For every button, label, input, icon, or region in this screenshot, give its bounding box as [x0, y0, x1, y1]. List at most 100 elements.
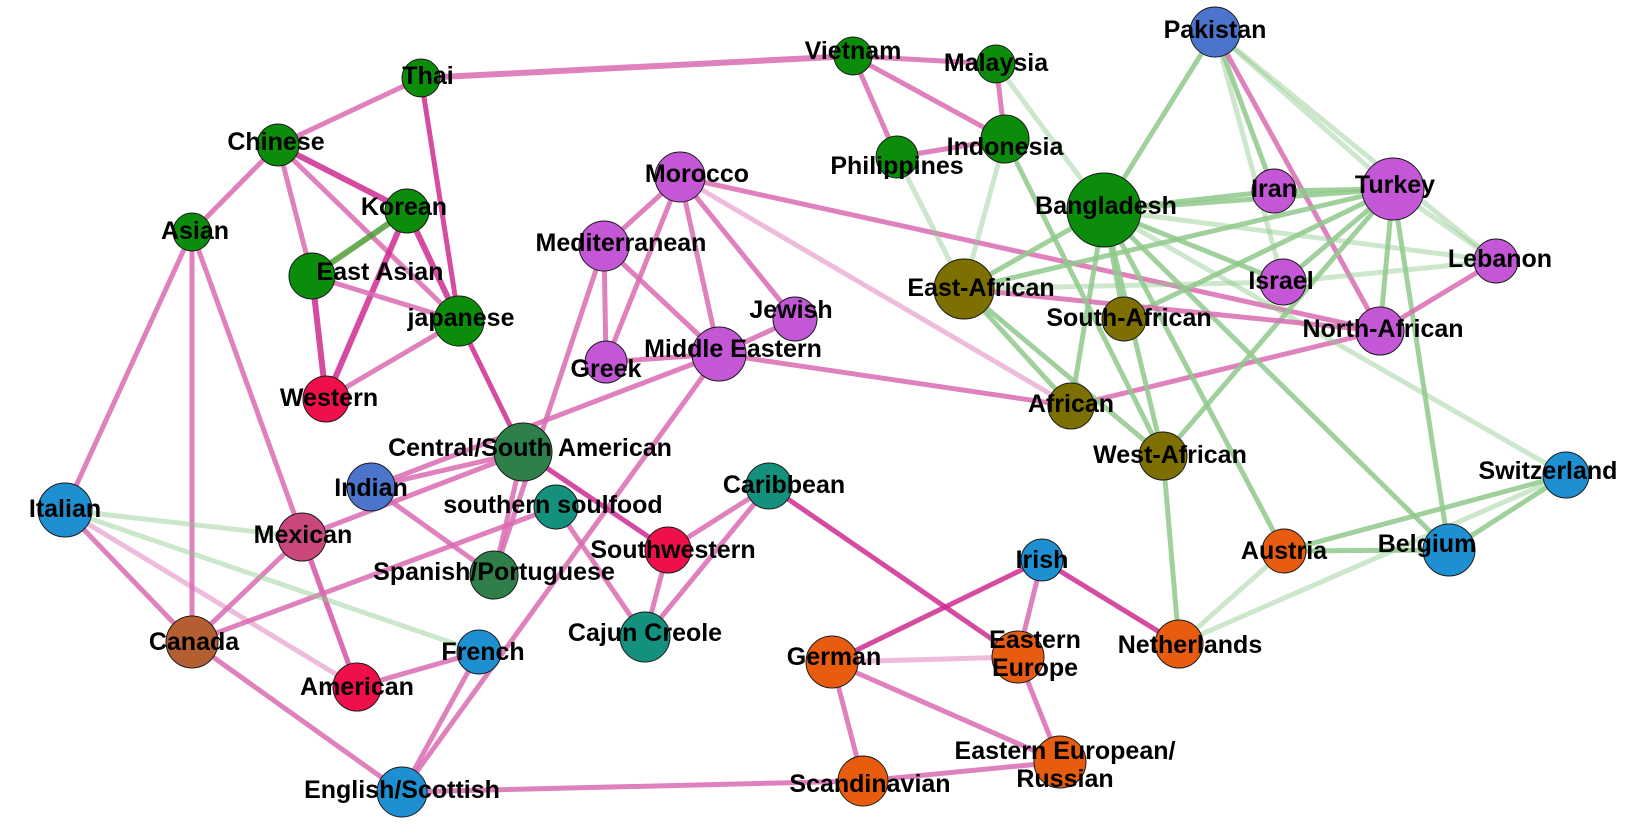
- node-english-scottish[interactable]: [376, 766, 428, 818]
- label-thai: Thai: [402, 62, 453, 90]
- node-austria[interactable]: [1261, 528, 1307, 574]
- label-mexican: Mexican: [254, 521, 353, 549]
- node-jewish[interactable]: [772, 296, 818, 342]
- node-lebanon[interactable]: [1473, 238, 1519, 284]
- label-eastern-europe: Eastern Europe: [989, 626, 1081, 682]
- node-german[interactable]: [805, 635, 859, 689]
- node-philippines[interactable]: [875, 135, 919, 179]
- node-spanish-portuguese[interactable]: [469, 550, 519, 600]
- edge-bangladesh-turkey: [1101, 186, 1396, 213]
- node-pakistan[interactable]: [1189, 6, 1241, 58]
- edge-southern_soulfood-canada: [189, 504, 559, 645]
- node-south-african[interactable]: [1101, 296, 1147, 342]
- label-cajun-creole: Cajun Creole: [568, 619, 722, 647]
- edge-caribbean-eastern_europe: [766, 483, 1021, 660]
- node-scandinavian[interactable]: [837, 755, 889, 807]
- node-netherlands[interactable]: [1154, 619, 1204, 669]
- node-japanese[interactable]: [433, 295, 485, 347]
- node-central-south-american[interactable]: [493, 422, 553, 482]
- label-morocco: Morocco: [645, 160, 749, 188]
- node-african[interactable]: [1047, 382, 1095, 430]
- node-morocco[interactable]: [654, 151, 706, 203]
- node-greek[interactable]: [584, 340, 628, 384]
- node-iran[interactable]: [1251, 168, 1297, 214]
- node-western[interactable]: [302, 375, 350, 423]
- edge-irish-german: [829, 557, 1045, 665]
- label-eastern-european-russian: Eastern European/Russian: [955, 737, 1176, 793]
- label-asian: Asian: [161, 217, 229, 245]
- label-western: Western: [280, 384, 378, 412]
- edge-vietnam-malaysia: [850, 53, 999, 67]
- edge-pakistan-lebanon: [1212, 29, 1499, 264]
- label-japanese: japanese: [406, 304, 514, 332]
- edge-canada-english_scottish: [189, 639, 405, 795]
- node-caribbean[interactable]: [745, 462, 793, 510]
- node-north-african[interactable]: [1355, 306, 1405, 356]
- node-mexican[interactable]: [277, 512, 327, 562]
- edge-east_african-israel: [961, 279, 1286, 292]
- label-iran: Iran: [1251, 175, 1297, 203]
- node-east-african[interactable]: [933, 258, 995, 320]
- label-greek: Greek: [571, 355, 642, 383]
- label-netherlands: Netherlands: [1118, 631, 1262, 659]
- node-canada[interactable]: [165, 615, 219, 669]
- edge-pakistan-israel: [1212, 29, 1286, 285]
- label-french: French: [441, 638, 524, 666]
- node-american[interactable]: [332, 662, 382, 712]
- edge-turkey-east_african: [961, 186, 1396, 292]
- node-southern-soulfood[interactable]: [533, 484, 579, 530]
- node-middle-eastern[interactable]: [691, 326, 747, 382]
- edge-indonesia-west_african: [1002, 136, 1166, 459]
- edge-bangladesh-austria: [1101, 207, 1287, 554]
- edge-english_scottish-scandinavian: [399, 778, 866, 795]
- nodes-layer: [37, 6, 1590, 818]
- node-french[interactable]: [456, 629, 502, 675]
- label-italian: Italian: [29, 495, 101, 523]
- node-eastern-europe[interactable]: [991, 630, 1045, 684]
- edge-mexican-american: [299, 534, 360, 690]
- node-indian[interactable]: [346, 462, 396, 512]
- edge-caribbean-cajun_creole: [642, 483, 772, 640]
- edge-scandinavian-eastern_european_russian: [860, 759, 1063, 784]
- node-east-asian[interactable]: [288, 252, 336, 300]
- node-vietnam[interactable]: [833, 36, 873, 76]
- node-cajun-creole[interactable]: [619, 611, 671, 663]
- node-southwestern[interactable]: [644, 526, 692, 574]
- node-chinese[interactable]: [256, 123, 300, 167]
- node-malaysia[interactable]: [976, 44, 1016, 84]
- edge-bangladesh-belgium: [1101, 207, 1452, 553]
- edge-indian-spanish_portuguese: [368, 484, 497, 578]
- label-english-scottish: English/Scottish: [304, 776, 500, 804]
- label-switzerland: Switzerland: [1479, 457, 1618, 485]
- edge-morocco-african: [677, 174, 1074, 409]
- node-mediterranean[interactable]: [578, 220, 630, 272]
- node-belgium[interactable]: [1422, 523, 1476, 577]
- edge-pakistan-iran: [1212, 29, 1277, 194]
- edge-german-eastern_european_russian: [829, 659, 1063, 765]
- node-switzerland[interactable]: [1542, 451, 1590, 499]
- label-indonesia: Indonesia: [947, 133, 1065, 161]
- node-italian[interactable]: [37, 482, 93, 538]
- node-west-african[interactable]: [1138, 431, 1188, 481]
- edge-morocco-greek: [603, 174, 683, 365]
- node-turkey[interactable]: [1361, 157, 1425, 221]
- edge-middle_eastern-indian: [368, 351, 722, 490]
- label-east-african: East-African: [907, 274, 1054, 302]
- label-german: German: [787, 643, 881, 671]
- edge-german-eastern_europe: [829, 654, 1021, 665]
- edge-morocco-middle_eastern: [677, 174, 722, 357]
- node-korean[interactable]: [384, 188, 430, 234]
- node-eastern-european-russian[interactable]: [1033, 735, 1087, 789]
- node-asian[interactable]: [172, 212, 212, 252]
- edge-french-english_scottish: [399, 649, 482, 795]
- node-irish[interactable]: [1020, 538, 1064, 582]
- edge-italian-canada: [62, 507, 195, 645]
- node-indonesia[interactable]: [980, 114, 1030, 164]
- node-thai[interactable]: [401, 58, 441, 98]
- label-scandinavian: Scandinavian: [789, 770, 950, 798]
- edge-pakistan-turkey: [1212, 29, 1396, 192]
- node-israel[interactable]: [1259, 258, 1307, 306]
- node-bangladesh[interactable]: [1066, 172, 1142, 248]
- label-southern-soulfood: southern soulfood: [443, 491, 662, 519]
